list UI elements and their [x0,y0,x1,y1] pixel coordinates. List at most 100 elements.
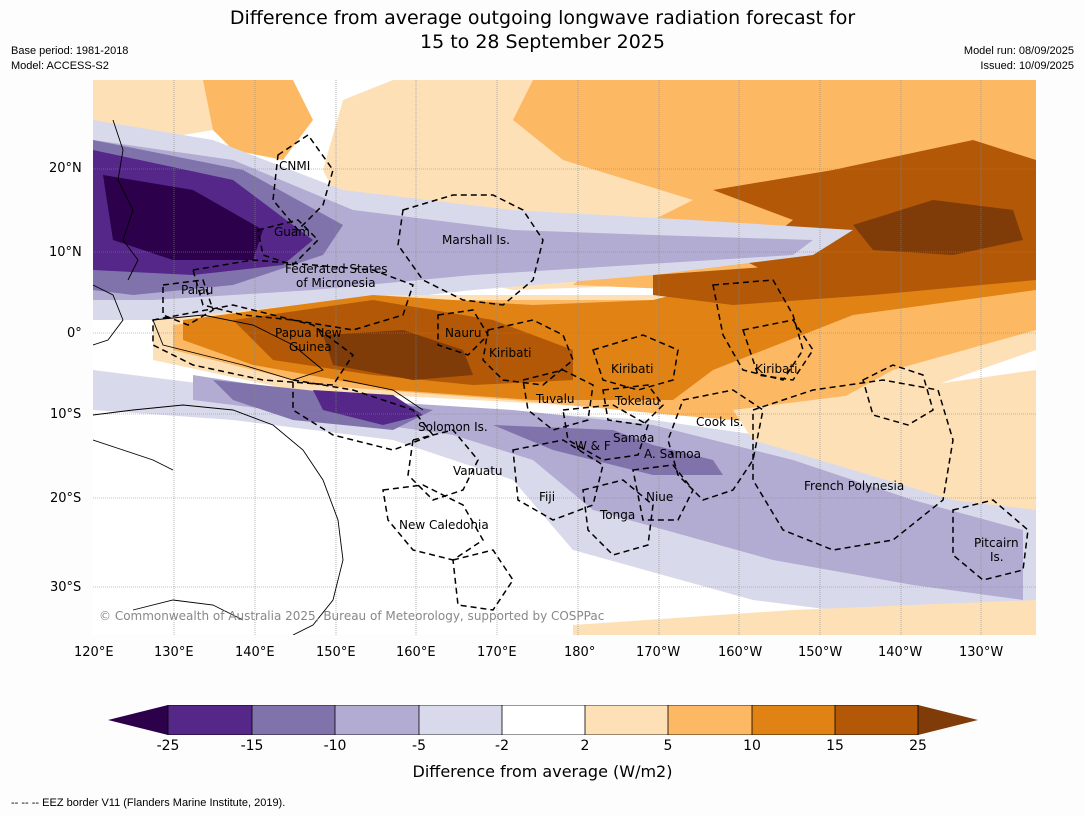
colorbar-segment-6 [585,705,668,735]
map-title: Difference from average outgoing longwav… [0,6,1085,54]
eez-png [152,304,355,386]
field-deep-purple-south [313,390,423,425]
meta-right: Model run: 08/09/2025 Issued: 10/09/2025 [964,44,1074,74]
lon-label-160w: 160°W [718,645,763,660]
title-line-1: Difference from average outgoing longwav… [229,7,856,29]
eez-solomon [292,379,435,451]
colorbar-segment-1 [168,705,252,735]
field-lavender-south [93,370,1036,635]
label-fsm-line1: Federated States [285,262,387,276]
copyright-notice: © Commonwealth of Australia 2025, Bureau… [99,609,604,623]
eez-nz-kermadec [452,549,514,611]
label-pitcairn-line1: Pitcairn [974,536,1019,550]
lon-label-130w: 130°W [959,645,1004,660]
lat-label-0: 0° [67,326,82,341]
label-marshall: Marshall Is. [442,233,510,247]
label-fiji: Fiji [539,490,555,504]
coast-philippines [112,119,139,281]
eez-fiji [512,439,604,521]
lon-label-140w: 140°W [878,645,923,660]
colorbar-tick-1: -25 [156,738,180,754]
eez-french-polynesia [752,379,954,551]
colorbar-tick-5: -2 [495,738,509,754]
colorbar-extend-high [918,705,978,735]
eez-newcaledonia [382,484,484,561]
eez-kiribati-phoenix [592,334,679,391]
label-vanuatu: Vanuatu [453,464,503,478]
title-line-2: 15 to 28 September 2025 [420,31,665,53]
label-cook: Cook Is. [696,415,743,429]
label-niue: Niue [646,490,673,504]
coast-australia-west [93,439,174,471]
eez-tonga [582,479,654,556]
label-palau: Palau [181,283,213,297]
label-tonga: Tonga [599,508,635,522]
model-run: Model run: 08/09/2025 [963,45,1074,57]
colorbar-segment-8 [752,705,835,735]
colorbar-title: Difference from average (W/m2) [412,762,673,781]
issued-date: Issued: 10/09/2025 [980,60,1074,72]
model-name: Model: ACCESS-S2 [11,60,109,72]
colorbar-tick-8: 10 [743,738,761,754]
label-wf: W & F [575,439,611,453]
meta-left: Base period: 1981-2018 Model: ACCESS-S2 [11,44,128,74]
colorbar-segment-2 [252,705,335,735]
label-kiribati-east: Kiribati [755,362,797,376]
eez-borders [152,133,1029,611]
colorbar-tick-9: 15 [826,738,844,754]
coast-tasmania [132,599,244,621]
label-solomon: Solomon Is. [418,420,488,434]
field-purple-light-south [193,375,1023,600]
eez-kiribati-line [712,279,804,381]
colorbar-tick-6: 2 [580,738,590,754]
label-a-samoa: A. Samoa [644,447,701,461]
lon-label-130e: 130°E [154,645,194,660]
region-labels: CNMI Guam Marshall Is. Federated States … [181,159,1019,564]
gridlines [93,80,1036,635]
eez-fp-north [862,364,934,426]
field-orange-nw [203,80,313,160]
eez-vanuatu [407,429,479,501]
colorbar-graphic [108,704,978,736]
eez-tokelau [602,384,664,426]
label-french-polynesia: French Polynesia [804,479,904,493]
label-cnmi: CNMI [279,159,310,173]
colorbar-segment-7 [668,705,752,735]
label-new-caledonia: New Caledonia [399,518,489,532]
label-kiribati-west: Kiribati [489,346,531,360]
eez-kiribati-gilbert [482,319,574,386]
label-fsm-line2: of Micronesia [296,276,376,290]
field-purple-south-2 [493,425,723,475]
eez-niue [632,464,694,521]
coastlines [93,119,424,635]
coast-new-guinea [152,314,324,381]
colorbar-tick-10: 25 [909,738,927,754]
field-light-orange-south [733,370,1036,510]
label-guam: Guam [274,225,310,239]
eez-cnmi [272,133,334,232]
coast-australia [93,404,344,635]
field-brown-north-band [653,255,1036,305]
colorbar-tick-7: 5 [663,738,673,754]
eez-footnote: -- -- -- EEZ border V11 (Flanders Marine… [11,797,286,809]
label-tokelau: Tokelau [614,394,660,408]
map-panel: CNMI Guam Marshall Is. Federated States … [93,80,1036,635]
colorbar-segment-5 [502,705,585,735]
coast-borneo [93,284,124,346]
eez-kiribati-east [742,319,814,381]
lon-label-150w: 150°W [798,645,843,660]
field-deep-brown-north [853,200,1023,255]
lat-label-10n: 10°N [49,245,82,260]
eez-fsm [192,259,414,331]
colorbar-segment-4 [419,705,502,735]
label-nauru: Nauru [445,326,481,340]
colorbar-segment-3 [335,705,419,735]
lon-label-180: 180° [564,645,596,660]
label-tuvalu: Tuvalu [535,392,575,406]
lon-label-150e: 150°E [316,645,356,660]
colorbar-tick-2: -15 [240,738,264,754]
lat-label-10s: 10°S [50,407,82,422]
eez-tuvalu [522,369,594,431]
eez-samoa-wf [562,404,649,461]
lat-label-30s: 30°S [50,580,82,595]
